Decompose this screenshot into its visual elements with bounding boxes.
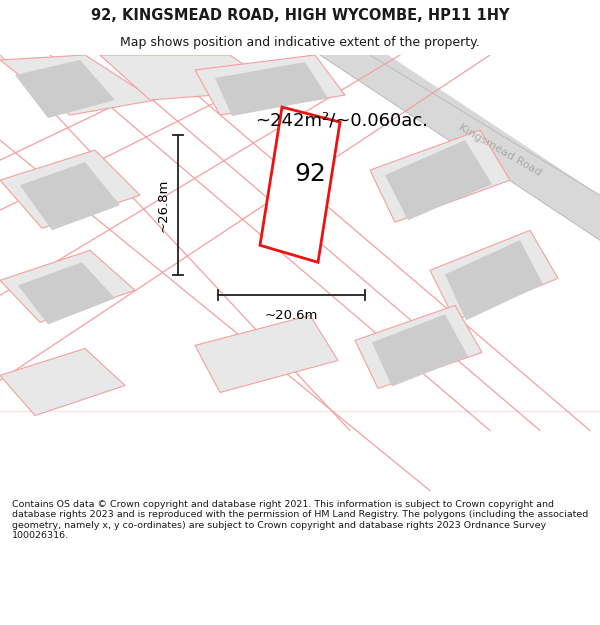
Polygon shape [0,348,125,416]
Text: Contains OS data © Crown copyright and database right 2021. This information is : Contains OS data © Crown copyright and d… [12,500,588,540]
Polygon shape [370,130,510,222]
Polygon shape [15,60,115,118]
Polygon shape [195,55,345,115]
Text: 92, KINGSMEAD ROAD, HIGH WYCOMBE, HP11 1HY: 92, KINGSMEAD ROAD, HIGH WYCOMBE, HP11 1… [91,8,509,23]
Polygon shape [355,306,482,389]
Polygon shape [0,150,140,228]
Polygon shape [195,316,338,392]
Polygon shape [260,107,340,262]
Polygon shape [215,62,328,116]
Polygon shape [320,10,600,240]
Text: ~242m²/~0.060ac.: ~242m²/~0.060ac. [255,111,428,129]
Polygon shape [445,240,543,321]
Text: 92: 92 [294,162,326,186]
Text: ~20.6m: ~20.6m [265,309,318,322]
Polygon shape [372,314,468,386]
Polygon shape [100,55,280,100]
Text: ~26.8m: ~26.8m [157,179,170,232]
Polygon shape [20,162,120,230]
Text: Kingsmead Road: Kingsmead Road [457,122,543,178]
Text: Map shows position and indicative extent of the property.: Map shows position and indicative extent… [120,36,480,49]
Polygon shape [18,262,115,324]
Polygon shape [385,140,492,220]
Polygon shape [430,230,558,321]
Polygon shape [0,250,135,322]
Polygon shape [0,55,155,115]
